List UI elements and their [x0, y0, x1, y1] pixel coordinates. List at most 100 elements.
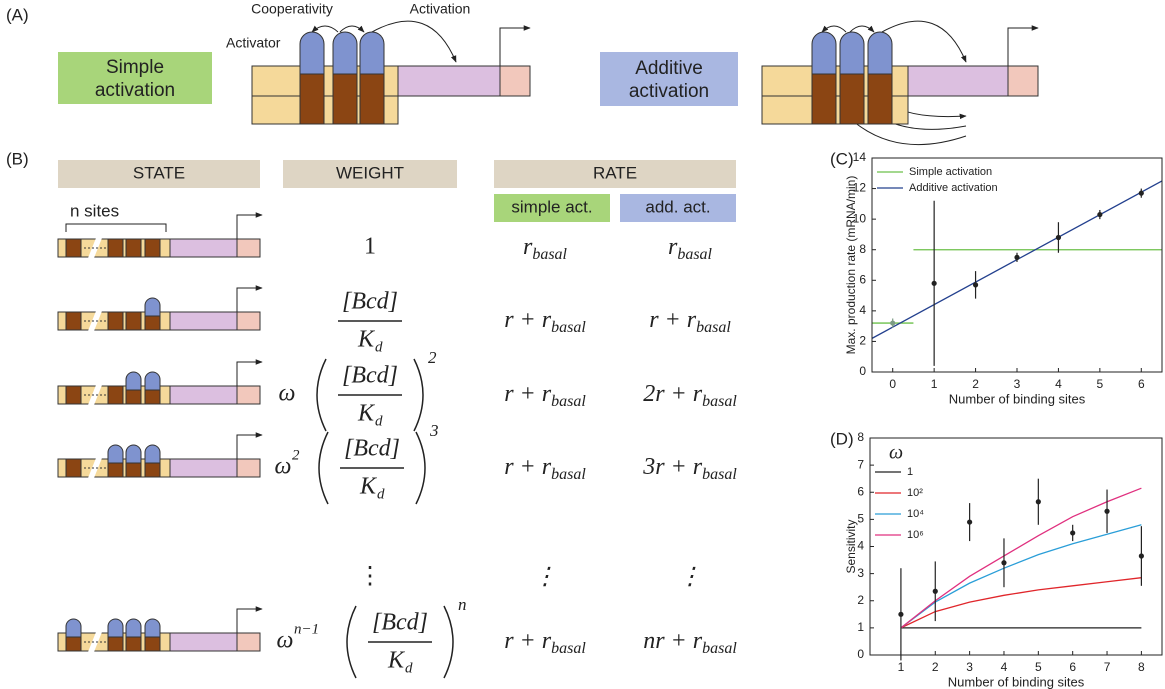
axes-frame: [869, 437, 1163, 656]
y-tick-label: 6: [857, 484, 864, 498]
dna-gene: [169, 458, 238, 478]
rate-sub: basal: [532, 246, 567, 263]
x-tick-label: 3: [1014, 377, 1021, 391]
y-tick-label: 0: [859, 364, 866, 378]
rate: rbasal: [668, 234, 713, 263]
series-line: [900, 577, 1142, 629]
activator: [125, 618, 142, 638]
activator: [107, 618, 124, 638]
data-point: [1138, 190, 1144, 196]
prefix: ω: [275, 454, 292, 480]
binding-site: [65, 311, 82, 331]
dna-end: [236, 458, 261, 478]
rate-main: r: [523, 234, 533, 260]
activator: [125, 371, 142, 391]
x-tick-label: 8: [1138, 660, 1145, 674]
rate-sub: basal: [551, 640, 586, 657]
activator: [144, 618, 161, 638]
y-tick-label: 8: [859, 242, 866, 256]
annotation: Cooperativity: [251, 1, 333, 17]
binding-site: [107, 311, 124, 331]
data-point: [1055, 234, 1062, 241]
header-box: [494, 160, 736, 188]
denominator: K: [357, 401, 376, 427]
activator: [359, 31, 385, 75]
x-tick-label: 7: [1104, 660, 1111, 674]
y-axis-label: Max. production rate (mRNA/min): [844, 176, 858, 355]
axes-frame: [871, 157, 1163, 373]
binding-site: [65, 458, 82, 478]
y-tick-label: 6: [859, 272, 866, 286]
panel-label: (B): [6, 149, 29, 168]
legend-label: Additive activation: [909, 182, 998, 194]
y-tick-label: 4: [857, 539, 864, 553]
dna-end: [236, 385, 261, 405]
header-box: [620, 194, 736, 222]
denominator: K: [387, 648, 406, 674]
bracket: [65, 223, 167, 232]
data-point: [1014, 254, 1020, 260]
box-text: activation: [629, 81, 709, 102]
activator: [144, 444, 161, 464]
box-text: Simple: [106, 57, 164, 78]
power: 3: [429, 421, 439, 440]
rate-main: r + r: [504, 628, 552, 654]
dna-gene: [397, 65, 501, 97]
data-point: [972, 282, 979, 288]
header-box: [494, 194, 610, 222]
activator: [839, 31, 865, 75]
y-tick-label: 1: [857, 620, 864, 634]
x-tick-label: 1: [931, 377, 938, 391]
denominator: K: [357, 327, 376, 353]
act-arrow: [371, 20, 457, 63]
legend-label: 10²: [907, 487, 923, 499]
activator: [107, 444, 124, 464]
rate-main: nr + r: [643, 628, 703, 654]
promoter-arrow: [236, 285, 263, 312]
break: [88, 458, 102, 478]
dna-end: [236, 632, 261, 652]
dna-end: [236, 238, 261, 258]
binding-site: [65, 385, 82, 405]
promoter-arrow: [1007, 25, 1039, 66]
rate-sub: basal: [702, 640, 737, 657]
prefix: ω: [279, 381, 296, 407]
activator: [65, 618, 82, 638]
rate-sub: basal: [551, 466, 586, 483]
x-tick-label: 0: [889, 377, 896, 391]
y-tick-label: 14: [853, 150, 867, 164]
x-tick-label: 1: [898, 660, 905, 674]
binding-site: [839, 71, 865, 125]
numerator: [Bcd]: [372, 610, 428, 636]
rate: 3r + rbasal: [642, 454, 737, 483]
x-tick-label: 4: [1001, 660, 1008, 674]
rate-main: r: [668, 234, 678, 260]
rate-main: 3r + r: [642, 454, 703, 480]
x-tick-label: 2: [932, 660, 939, 674]
rate: r + rbasal: [649, 307, 731, 336]
rate: r + rbasal: [504, 628, 586, 657]
data-point: [932, 588, 938, 594]
weight: 1: [364, 234, 376, 260]
header: add. act.: [645, 197, 710, 216]
binding-site: [811, 71, 837, 125]
data-point: [931, 280, 937, 286]
annotation: Activator: [226, 35, 281, 51]
x-axis-label: Number of binding sites: [948, 674, 1085, 689]
x-tick-label: 3: [966, 660, 973, 674]
break: [88, 632, 102, 652]
dna-gene: [169, 632, 238, 652]
numerator: [Bcd]: [342, 363, 398, 389]
binding-site: [332, 71, 358, 125]
header-box: [58, 160, 260, 188]
rate-main: r + r: [504, 454, 552, 480]
additive-box: [600, 52, 738, 106]
activator: [125, 444, 142, 464]
data-point: [1104, 508, 1110, 514]
y-tick-label: 8: [857, 430, 864, 444]
data-point: [1070, 530, 1076, 536]
dna-gene: [169, 385, 238, 405]
rate-main: r + r: [649, 307, 697, 333]
binding-site: [125, 311, 142, 331]
